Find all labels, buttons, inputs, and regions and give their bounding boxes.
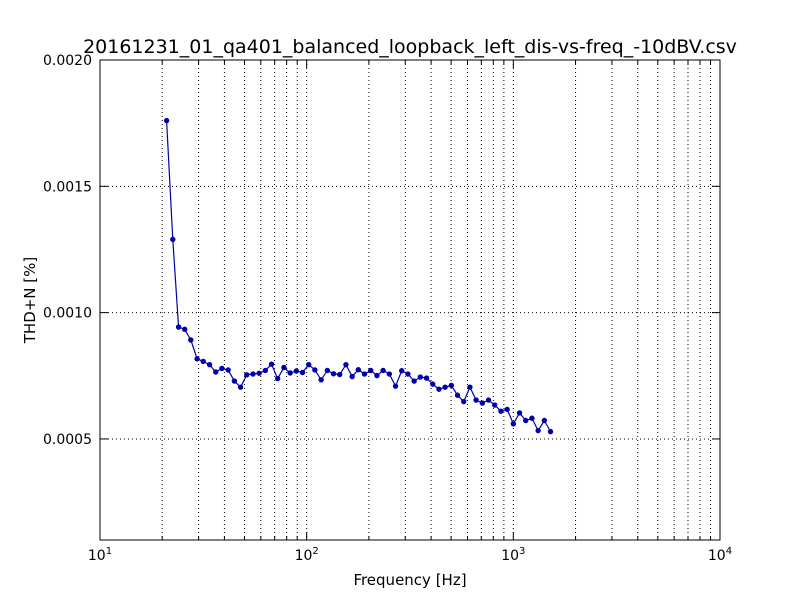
data-point — [504, 406, 510, 413]
data-point — [473, 397, 479, 403]
data-point — [374, 372, 380, 379]
data-point — [368, 367, 374, 374]
data-point — [281, 364, 287, 371]
data-point — [529, 415, 535, 421]
data-point — [423, 375, 430, 381]
data-point — [299, 369, 306, 376]
plot-frame — [99, 59, 721, 541]
data-point — [343, 361, 349, 368]
y-tick-label: 0.0015 — [43, 179, 92, 195]
data-point — [467, 384, 473, 390]
data-point — [237, 384, 244, 390]
data-point — [392, 383, 399, 389]
data-point — [386, 371, 393, 377]
data-point — [175, 324, 182, 330]
data-point — [355, 367, 362, 373]
data-point — [200, 358, 206, 365]
data-point — [442, 384, 448, 390]
data-point — [231, 378, 238, 384]
y-axis-label: THD+N [%] — [21, 257, 39, 345]
data-point — [541, 417, 548, 424]
data-point — [256, 370, 262, 376]
data-point — [324, 367, 331, 374]
data-point — [318, 377, 324, 383]
data-point — [213, 369, 219, 375]
series-layer — [163, 117, 554, 435]
data-point — [547, 428, 554, 435]
data-point — [312, 367, 318, 373]
data-point — [250, 371, 256, 377]
data-point — [274, 375, 281, 382]
data-point — [188, 337, 194, 343]
data-point — [330, 371, 337, 377]
data-point — [182, 326, 188, 333]
data-point — [293, 368, 300, 374]
x-tick-label: 101 — [88, 546, 112, 564]
data-point — [523, 417, 529, 424]
data-point — [244, 372, 250, 378]
data-point — [306, 361, 312, 368]
data-point — [349, 373, 355, 380]
data-point — [448, 382, 455, 389]
data-point — [337, 371, 343, 378]
chart-title: 20161231_01_qa401_balanced_loopback_left… — [83, 36, 737, 58]
data-point — [411, 378, 417, 384]
data-point — [436, 386, 442, 392]
y-tick-label: 0.0010 — [43, 306, 92, 322]
data-point — [170, 236, 176, 243]
data-point — [492, 402, 498, 408]
data-point — [287, 370, 293, 376]
data-point — [430, 381, 436, 387]
data-point — [485, 397, 492, 403]
axis-ticks — [100, 59, 720, 540]
data-point — [206, 361, 213, 368]
grid-lines — [100, 60, 720, 540]
data-point — [516, 410, 523, 416]
data-point — [405, 371, 411, 377]
data-point — [219, 365, 225, 372]
data-point — [361, 371, 368, 377]
x-axis-label: Frequency [Hz] — [353, 571, 466, 589]
y-tick-label: 0.0020 — [43, 53, 92, 69]
data-point — [461, 398, 467, 405]
x-tick-labels: 101 102 103 104 — [88, 546, 732, 564]
data-point — [163, 117, 170, 124]
y-tick-label: 0.0005 — [43, 432, 92, 448]
data-point — [225, 367, 231, 373]
data-point — [510, 421, 517, 427]
data-point — [268, 361, 275, 367]
data-point — [535, 427, 541, 434]
data-point — [454, 392, 461, 398]
y-tick-labels: 0.0005 0.0010 0.0015 0.0020 — [43, 53, 92, 448]
data-point — [399, 368, 405, 374]
data-point — [417, 374, 424, 380]
data-point — [479, 400, 486, 406]
x-tick-label: 103 — [501, 546, 525, 564]
data-point — [194, 356, 200, 362]
data-point — [498, 408, 504, 414]
x-tick-label: 102 — [295, 546, 319, 564]
data-point — [380, 367, 386, 374]
data-point — [262, 367, 269, 374]
x-tick-label: 104 — [708, 546, 732, 564]
